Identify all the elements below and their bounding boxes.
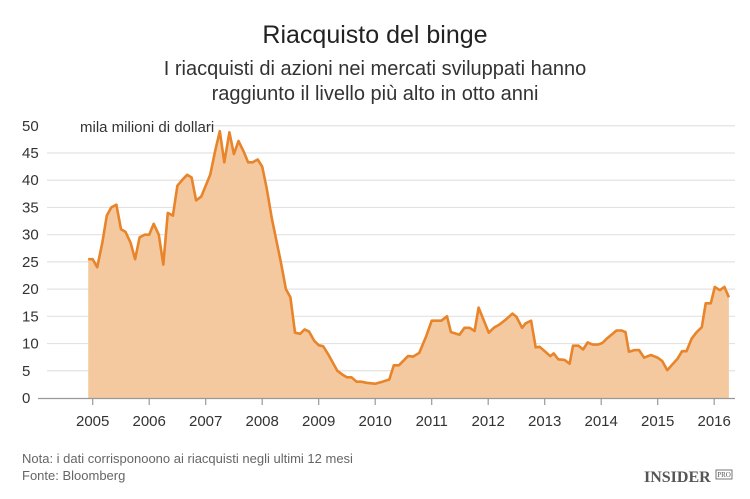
series-area: [88, 131, 729, 398]
y-tick-label: 40: [22, 172, 39, 189]
footnote: Nota: i dati corrisponoono ai riacquisti…: [22, 451, 353, 466]
y-tick-label: 20: [22, 281, 39, 298]
x-tick-label: 2010: [359, 413, 392, 430]
x-tick-label: 2015: [641, 413, 674, 430]
y-tick-label: 15: [22, 308, 39, 325]
x-tick-label: 2006: [133, 413, 166, 430]
x-tick-label: 2011: [416, 413, 448, 430]
x-tick-label: 2005: [76, 413, 109, 430]
y-tick-label: 30: [22, 227, 39, 244]
source: Fonte: Bloomberg: [22, 468, 125, 483]
x-tick-label: 2008: [246, 413, 279, 430]
insider-pro-logo: INSIDER PRO: [644, 469, 733, 486]
logo-text: INSIDER: [644, 469, 711, 486]
chart-subtitle-line-1: I riacquisti di azioni nei mercati svilu…: [164, 58, 586, 80]
x-tick-label: 2009: [302, 413, 335, 430]
chart-title: Riacquisto del binge: [262, 21, 487, 49]
plot-area: [88, 129, 731, 398]
chart-subtitle-line-2: raggiunto il livello più alto in otto an…: [212, 83, 539, 105]
y-tick-label: 10: [22, 336, 39, 353]
x-tick-label: 2013: [528, 413, 561, 430]
y-tick-label: 0: [22, 390, 30, 407]
x-tick-label: 2016: [698, 413, 731, 430]
y-tick-label: 5: [22, 363, 30, 380]
x-axis: 2005 2006 2007 2008 2009 2010 2011 2012 2013 2014…: [38, 397, 735, 430]
y-tick-label: 25: [22, 254, 39, 271]
y-axis: 0 5 10 15 20 25 30 35 40 45 50: [22, 118, 39, 407]
x-tick-label: 2014: [585, 413, 618, 430]
y-tick-label: 45: [22, 145, 39, 162]
x-tick-label: 2012: [472, 413, 505, 430]
series-line: [88, 129, 731, 386]
y-axis-unit-label: mila milioni di dollari: [80, 119, 214, 136]
y-tick-label: 35: [22, 199, 39, 216]
x-tick-label: 2007: [189, 413, 222, 430]
logo-badge: PRO: [717, 471, 731, 479]
y-tick-label: 50: [22, 118, 39, 135]
